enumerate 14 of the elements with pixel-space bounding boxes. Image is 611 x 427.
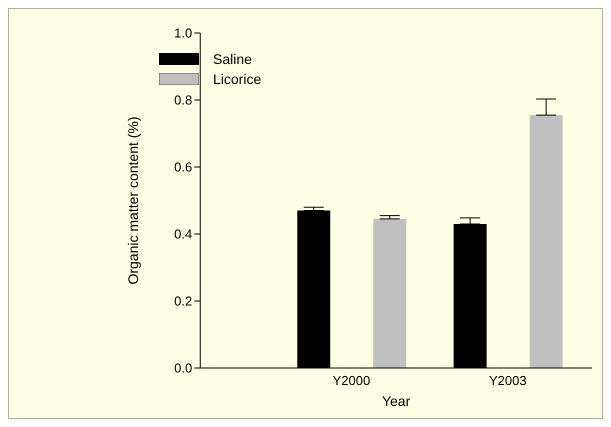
x-tick-label: Y2003 xyxy=(489,373,527,388)
y-tick-label: 0.0 xyxy=(174,360,192,376)
x-tick-label: Y2000 xyxy=(332,373,370,388)
y-tick-label: 0.8 xyxy=(174,92,192,108)
bar xyxy=(373,218,406,368)
x-axis-title: Year xyxy=(382,393,411,409)
legend-label: Licorice xyxy=(213,71,262,87)
y-axis-title: Organic matter content (%) xyxy=(125,116,142,285)
y-tick-label: 0.2 xyxy=(174,294,192,309)
bar xyxy=(530,115,563,368)
y-tick-label: 0.6 xyxy=(174,160,192,175)
y-tick-label: 1.0 xyxy=(174,26,192,41)
y-tick-label: 0.4 xyxy=(174,226,192,242)
legend-label: Saline xyxy=(213,51,252,67)
